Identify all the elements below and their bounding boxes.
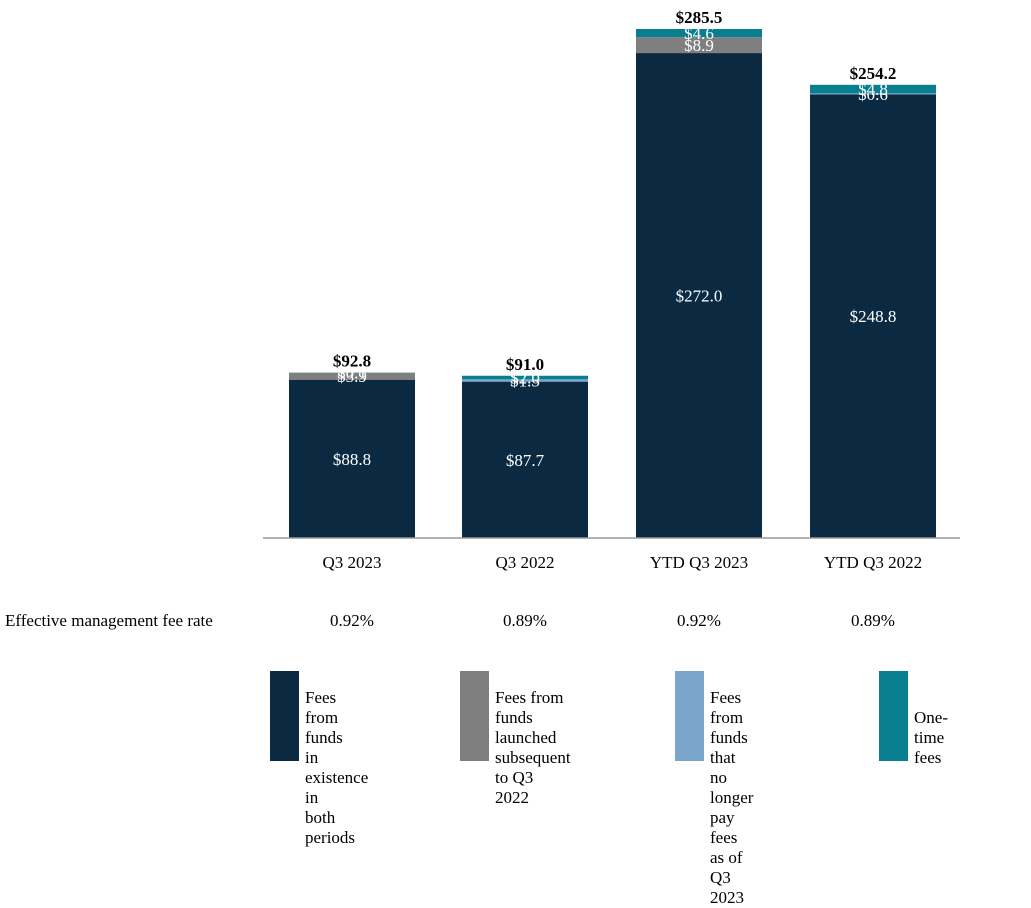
legend-label: One-time fees bbox=[914, 708, 948, 768]
legend-swatch bbox=[460, 671, 489, 761]
segment-value-label: $4.8 bbox=[858, 80, 888, 99]
x-tick-label: Q3 2023 bbox=[322, 553, 381, 572]
segment-value-label: $272.0 bbox=[676, 287, 723, 306]
legend-label: Fees from funds that no longer pay fees … bbox=[710, 688, 753, 908]
fee-rate-value: 0.92% bbox=[289, 611, 415, 631]
bar-total-label: $254.2 bbox=[850, 64, 897, 83]
x-tick-labels: Q3 2023 Q3 2022 YTD Q3 2023 YTD Q3 2022 bbox=[322, 553, 922, 572]
bar-total-label: $91.0 bbox=[506, 355, 544, 374]
legend-swatch bbox=[270, 671, 299, 761]
segment-value-label: $248.8 bbox=[850, 307, 897, 326]
x-tick-label: Q3 2022 bbox=[495, 553, 554, 572]
bar-total-label: $285.5 bbox=[676, 8, 723, 27]
x-tick-label: YTD Q3 2022 bbox=[824, 553, 922, 572]
bar-total-label: $92.8 bbox=[333, 352, 371, 371]
segment-value-label: $87.7 bbox=[506, 451, 545, 470]
x-tick-label: YTD Q3 2023 bbox=[650, 553, 748, 572]
legend-swatch bbox=[879, 671, 908, 761]
fee-rate-value: 0.92% bbox=[636, 611, 762, 631]
legend-label: Fees from funds launched subsequent to Q… bbox=[495, 688, 571, 808]
fee-rate-label: Effective management fee rate bbox=[5, 611, 213, 631]
fee-rate-value: 0.89% bbox=[810, 611, 936, 631]
stacked-bar-chart: $88.8$3.9$0.1$92.8$87.7$1.3$2.0$91.0$272… bbox=[0, 0, 1031, 767]
bars-group: $88.8$3.9$0.1$92.8$87.7$1.3$2.0$91.0$272… bbox=[289, 8, 936, 538]
fee-rate-value: 0.89% bbox=[462, 611, 588, 631]
segment-value-label: $88.8 bbox=[333, 450, 371, 469]
legend-label: Fees from funds in existence in both per… bbox=[305, 688, 368, 848]
legend-swatch bbox=[675, 671, 704, 761]
